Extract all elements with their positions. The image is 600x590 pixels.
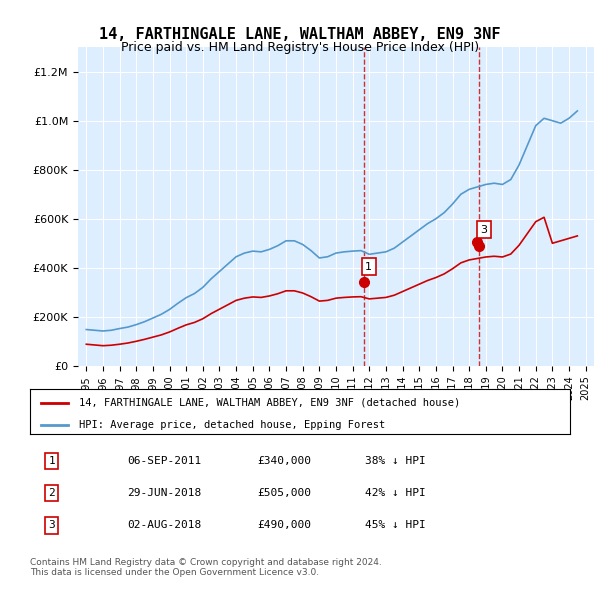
Text: Contains HM Land Registry data © Crown copyright and database right 2024.
This d: Contains HM Land Registry data © Crown c… <box>30 558 382 577</box>
Text: 14, FARTHINGALE LANE, WALTHAM ABBEY, EN9 3NF (detached house): 14, FARTHINGALE LANE, WALTHAM ABBEY, EN9… <box>79 398 460 408</box>
Text: HPI: Average price, detached house, Epping Forest: HPI: Average price, detached house, Eppi… <box>79 420 385 430</box>
Text: Price paid vs. HM Land Registry's House Price Index (HPI): Price paid vs. HM Land Registry's House … <box>121 41 479 54</box>
Text: £490,000: £490,000 <box>257 520 311 530</box>
Text: 14, FARTHINGALE LANE, WALTHAM ABBEY, EN9 3NF: 14, FARTHINGALE LANE, WALTHAM ABBEY, EN9… <box>99 27 501 41</box>
Text: £340,000: £340,000 <box>257 456 311 466</box>
Text: 29-JUN-2018: 29-JUN-2018 <box>127 488 202 498</box>
Text: 02-AUG-2018: 02-AUG-2018 <box>127 520 202 530</box>
Text: 3: 3 <box>481 225 487 235</box>
Text: 2: 2 <box>48 488 55 498</box>
Text: 1: 1 <box>48 456 55 466</box>
Text: 1: 1 <box>365 261 372 271</box>
Text: 06-SEP-2011: 06-SEP-2011 <box>127 456 202 466</box>
Text: 38% ↓ HPI: 38% ↓ HPI <box>365 456 425 466</box>
Text: £505,000: £505,000 <box>257 488 311 498</box>
Text: 42% ↓ HPI: 42% ↓ HPI <box>365 488 425 498</box>
Text: 3: 3 <box>48 520 55 530</box>
Text: 45% ↓ HPI: 45% ↓ HPI <box>365 520 425 530</box>
